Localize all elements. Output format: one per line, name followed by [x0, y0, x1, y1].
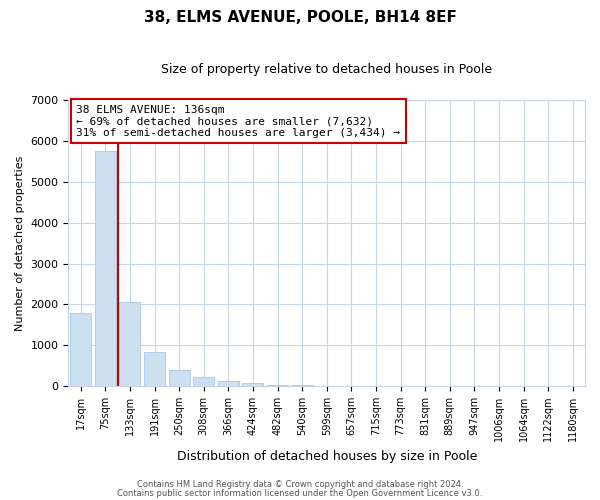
Text: Contains public sector information licensed under the Open Government Licence v3: Contains public sector information licen… [118, 488, 482, 498]
Bar [70, 314, 91, 386]
Bar [193, 376, 214, 386]
Bar [119, 302, 140, 386]
Bar [95, 152, 116, 386]
Bar [242, 384, 263, 386]
Bar [267, 384, 288, 386]
Bar [218, 382, 239, 386]
Bar [144, 352, 165, 386]
Bar [169, 370, 190, 386]
Title: Size of property relative to detached houses in Poole: Size of property relative to detached ho… [161, 62, 492, 76]
Text: 38, ELMS AVENUE, POOLE, BH14 8EF: 38, ELMS AVENUE, POOLE, BH14 8EF [143, 10, 457, 25]
Text: Contains HM Land Registry data © Crown copyright and database right 2024.: Contains HM Land Registry data © Crown c… [137, 480, 463, 489]
Y-axis label: Number of detached properties: Number of detached properties [15, 156, 25, 331]
Text: 38 ELMS AVENUE: 136sqm
← 69% of detached houses are smaller (7,632)
31% of semi-: 38 ELMS AVENUE: 136sqm ← 69% of detached… [76, 104, 400, 138]
X-axis label: Distribution of detached houses by size in Poole: Distribution of detached houses by size … [176, 450, 477, 462]
